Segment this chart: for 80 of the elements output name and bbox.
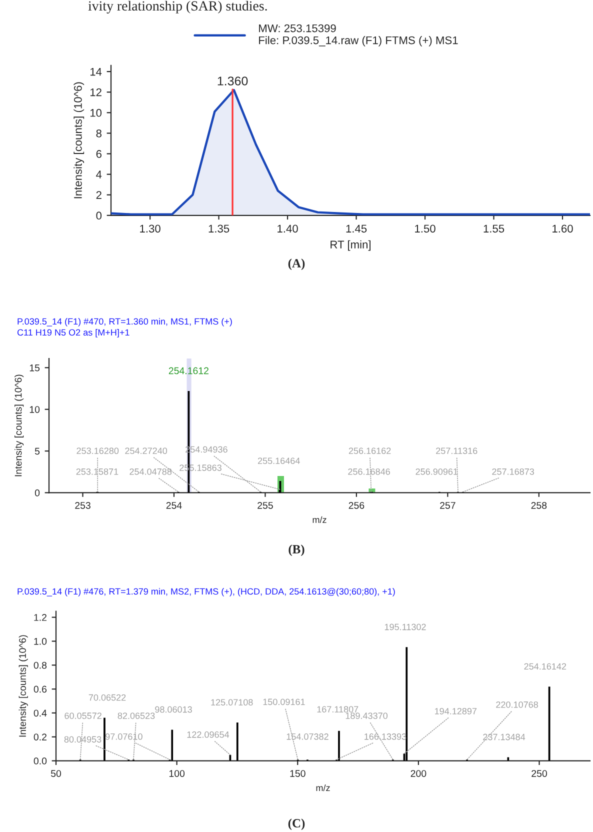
chart-title: P.039.5_14 (F1) #470, RT=1.360 min, MS1, FTMS (+) — [18, 318, 232, 326]
annotation: 254.1612 — [168, 367, 208, 374]
y-tick-label: 14 — [90, 68, 102, 76]
chart-title: P.039.5_14 (F1) #476, RT=1.379 min, MS2, FTMS (+), (HCD, DDA, 254.1613@(30;60;80), +1) — [18, 588, 395, 596]
annotation: 60.05572 — [64, 712, 102, 719]
y-axis-title: Intensity [counts] (10^6) — [74, 82, 84, 198]
x-tick-label: 100 — [169, 770, 185, 777]
legend-label: MW: 253.15399 File: P.039.5_14.raw (F1) FTMS (+) MS1 — [259, 24, 458, 46]
x-tick-label: 250 — [532, 770, 547, 777]
x-axis-title: m/z — [316, 784, 330, 792]
y-tick-label: 0.0 — [34, 758, 47, 764]
text: (A) — [288, 258, 305, 270]
y-tick-label: 6 — [96, 150, 102, 158]
y-axis-title: Intensity [counts] (10^6) — [14, 374, 24, 476]
x-tick-label: 254 — [166, 502, 182, 509]
x-tick-label: 1.30 — [140, 224, 160, 233]
x-tick-label: 1.55 — [484, 224, 504, 233]
annotation: 257.16873 — [492, 468, 534, 475]
y-axis-title: Intensity [counts] (10^6) — [18, 635, 28, 737]
annotation: 256.16162 — [348, 448, 391, 454]
y-tick-label: 0.4 — [34, 710, 47, 717]
x-tick-label: 1.50 — [415, 224, 436, 233]
y-tick-label: 1.2 — [34, 614, 46, 621]
x-axis-title: RT [min] — [330, 240, 371, 251]
y-tick-label: 0 — [34, 489, 40, 496]
x-tick-label: 150 — [290, 770, 306, 777]
x-tick-label: 1.35 — [208, 224, 230, 233]
ref-line-label: 1.360 — [218, 76, 248, 86]
annotation: 154.07382 — [286, 733, 328, 740]
y-tick-label: 2 — [96, 191, 102, 199]
text: ivity relationship (SAR) studies. — [88, 0, 267, 14]
annotation: 98.06013 — [155, 706, 192, 713]
x-tick-label: 255 — [258, 502, 273, 509]
annotation: 97.07610 — [106, 733, 142, 740]
x-tick-label: 253 — [75, 502, 90, 509]
annotation: 254.27240 — [125, 448, 168, 454]
annotation: 194.12897 — [435, 708, 477, 714]
annotation: 254.16142 — [524, 663, 566, 670]
x-tick-label: 1.45 — [346, 224, 367, 233]
y-tick-label: 0.8 — [34, 662, 47, 669]
annotation: 195.11302 — [384, 624, 426, 630]
annotation: 125.07108 — [211, 699, 253, 706]
x-tick-label: 50 — [50, 770, 62, 777]
annotation: 256.90961 — [416, 468, 458, 475]
text: (C) — [288, 818, 305, 830]
annotation: 253.16280 — [76, 448, 119, 454]
annotation: 167.11807 — [317, 706, 358, 712]
annotation: 122.09654 — [187, 731, 230, 738]
x-tick-label: 258 — [531, 502, 547, 509]
y-tick-label: 12 — [90, 88, 102, 96]
text: (B) — [288, 544, 304, 556]
annotation: 255.16464 — [258, 458, 300, 464]
y-tick-label: 0 — [96, 212, 102, 220]
x-tick-label: 1.40 — [278, 224, 298, 233]
annotation: 150.09161 — [263, 698, 305, 706]
y-tick-label: 0.2 — [34, 734, 46, 740]
x-tick-label: 1.60 — [552, 224, 573, 233]
x-axis-title: m/z — [312, 516, 326, 523]
y-tick-label: 0.6 — [34, 686, 47, 693]
y-tick-label: 1.0 — [34, 638, 47, 645]
x-tick-label: 200 — [410, 770, 426, 777]
annotation: 189.43370 — [346, 712, 388, 719]
y-tick-label: 10 — [90, 108, 102, 117]
annotation: 256.16846 — [348, 468, 390, 475]
y-tick-label: 10 — [30, 406, 40, 413]
annotation: 257.11316 — [436, 448, 478, 454]
y-tick-label: 8 — [96, 129, 102, 138]
y-tick-label: 4 — [96, 170, 102, 178]
annotation: 220.10768 — [496, 701, 538, 708]
annotation: 80.04953 — [64, 736, 102, 743]
y-tick-label: 5 — [34, 448, 40, 455]
annotation: 253.15871 — [76, 468, 118, 475]
annotation: 70.06522 — [88, 694, 126, 701]
chart-subtitle: C11 H19 N5 O2 as [M+H]+1 — [17, 329, 130, 338]
annotation: 82.06523 — [118, 712, 155, 719]
y-tick-label: 15 — [30, 364, 40, 372]
x-tick-label: 256 — [348, 502, 364, 509]
annotation: 237.13484 — [483, 734, 526, 740]
annotation: 254.04788 — [130, 468, 172, 475]
x-tick-label: 257 — [440, 502, 456, 509]
